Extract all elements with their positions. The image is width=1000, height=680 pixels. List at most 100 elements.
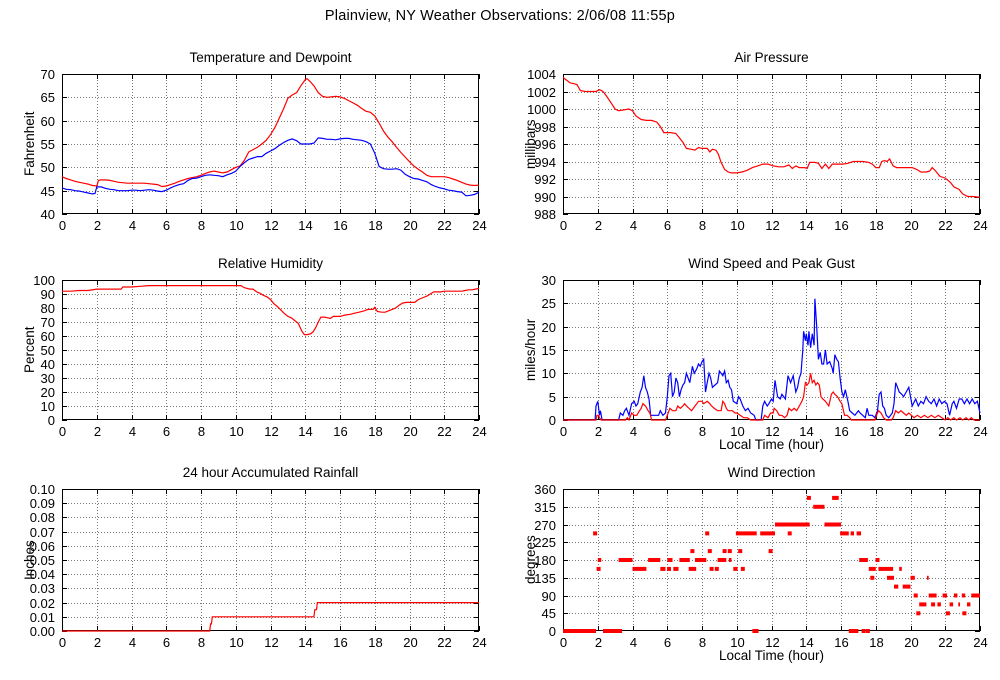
x-tick-label: 24: [973, 218, 987, 233]
x-tick-label: 22: [938, 635, 952, 650]
tick-labels: 0 2 4 6 8 10 12 14 16 18 20 22 249889909929949969981…: [527, 67, 988, 233]
y-tick-label: 0.02: [30, 596, 55, 611]
y-tick-label: 180: [534, 553, 556, 568]
y-tick-label: 10: [542, 366, 556, 381]
wind-direction-marker: [806, 495, 811, 500]
x-tick-label: 24: [973, 635, 987, 650]
tick-labels: 0 2 4 6 8 10 12 14 16 18 20 22 240.000.010.020.030.0…: [30, 482, 487, 650]
wind-direction-marker: [922, 602, 927, 607]
x-axis-label: Local Time (hour): [718, 648, 825, 663]
y-tick-label: 0: [48, 413, 55, 428]
x-tick-label: 12: [765, 635, 779, 650]
y-tick-label: 90: [41, 287, 55, 302]
x-tick-label: 10: [730, 635, 744, 650]
y-tick-label: 40: [41, 207, 55, 222]
plot-border: [62, 280, 479, 420]
wind-direction-plot: 0 2 4 6 8 10 12 14 16 18 20 22 240459013518022527031…: [534, 482, 987, 650]
y-tick-label: 998: [534, 120, 556, 135]
chart-title: Temperature and Dewpoint: [189, 50, 352, 65]
wind-direction-marker: [861, 629, 866, 633]
wind-direction-marker: [690, 549, 695, 554]
wind-direction-marker: [738, 549, 743, 554]
chart-title: Relative Humidity: [217, 256, 324, 271]
series-dewpoint: [61, 137, 480, 197]
y-tick-label: 50: [41, 160, 55, 175]
x-tick-label: 10: [229, 424, 243, 439]
plot-border: [62, 74, 479, 214]
wind-direction-marker: [593, 531, 598, 536]
y-axis-label: miles/hour: [523, 318, 538, 382]
x-tick-label: 24: [472, 635, 486, 650]
x-tick-label: 8: [699, 635, 706, 650]
chart-title: Wind Direction: [727, 465, 816, 480]
x-tick-label: 10: [229, 218, 243, 233]
y-axis-label: Fahrenheit: [22, 111, 37, 177]
x-tick-label: 20: [403, 635, 417, 650]
y-tick-label: 25: [542, 296, 556, 311]
y-tick-label: 1004: [527, 67, 556, 82]
y-axis-label: Percent: [22, 326, 37, 374]
x-tick-label: 0: [59, 218, 66, 233]
x-tick-label: 6: [163, 218, 170, 233]
y-tick-label: 315: [534, 500, 556, 515]
x-tick-label: 10: [730, 424, 744, 439]
y-tick-label: 0.03: [30, 581, 55, 596]
x-tick-label: 10: [229, 635, 243, 650]
wind-direction-marker: [913, 593, 918, 598]
x-tick-label: 18: [368, 218, 382, 233]
y-tick-label: 20: [542, 320, 556, 335]
y-tick-label: 992: [534, 172, 556, 187]
x-tick-label: 12: [765, 218, 779, 233]
x-tick-label: 12: [264, 424, 278, 439]
y-tick-label: 30: [542, 273, 556, 288]
y-tick-label: 0.01: [30, 610, 55, 625]
y-tick-label: 0.10: [30, 482, 55, 497]
x-tick-label: 12: [264, 218, 278, 233]
y-tick-label: 45: [542, 606, 556, 621]
x-tick-label: 18: [869, 218, 883, 233]
x-tick-label: 12: [264, 635, 278, 650]
x-tick-label: 20: [904, 218, 918, 233]
wind-direction-marker: [931, 602, 936, 607]
x-tick-label: 22: [938, 218, 952, 233]
y-tick-label: 270: [534, 518, 556, 533]
x-tick-label: 6: [163, 424, 170, 439]
x-tick-label: 6: [664, 424, 671, 439]
wind-direction-marker: [707, 549, 712, 554]
x-tick-label: 4: [630, 218, 637, 233]
series-pressure: [562, 77, 981, 198]
x-tick-label: 4: [630, 635, 637, 650]
wind-direction-marker: [875, 558, 880, 562]
x-tick-label: 10: [730, 218, 744, 233]
y-tick-label: 30: [41, 371, 55, 386]
tick-labels: 0 2 4 6 8 10 12 14 16 18 20 22 240102030405060708090…: [33, 273, 486, 439]
wind-direction-marker: [705, 531, 710, 536]
x-tick-label: 2: [94, 635, 101, 650]
y-tick-label: 990: [534, 190, 556, 205]
chart-wind-direction: Wind Direction degrees 0 2 4 6 8 10 12 14 16 18 20…: [523, 465, 988, 663]
page-title: Plainview, NY Weather Observations: 2/06…: [324, 8, 676, 24]
plot-border: [563, 280, 980, 420]
x-tick-label: 8: [699, 424, 706, 439]
plot-border: [563, 489, 980, 631]
wind-direction-marker: [768, 549, 773, 554]
y-tick-label: 70: [41, 67, 55, 82]
relative-humidity-plot: 0 2 4 6 8 10 12 14 16 18 20 22 240102030405060708090…: [33, 273, 486, 439]
x-tick-label: 14: [799, 218, 813, 233]
y-tick-label: 0.08: [30, 510, 55, 525]
gridlines: [563, 74, 980, 214]
y-tick-label: 0.04: [30, 567, 55, 582]
plot-border: [563, 74, 980, 214]
x-tick-label: 22: [437, 635, 451, 650]
gridlines: [563, 280, 980, 420]
y-tick-label: 45: [41, 184, 55, 199]
chart-title: Wind Speed and Peak Gust: [688, 256, 855, 271]
y-tick-label: 0: [549, 624, 556, 639]
series-peak-gust: [563, 298, 981, 421]
y-tick-label: 1000: [527, 102, 556, 117]
